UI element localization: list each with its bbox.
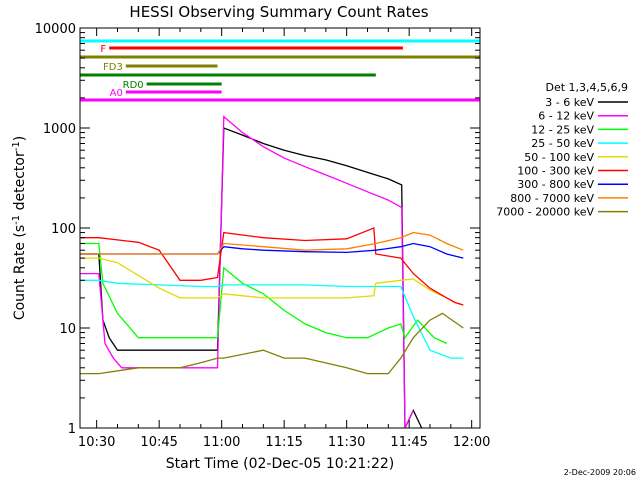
legend-label-2: 12 - 25 keV bbox=[531, 123, 594, 136]
legend-label-8: 7000 - 20000 keV bbox=[496, 206, 594, 219]
series-line-4 bbox=[80, 257, 464, 306]
series-line-6 bbox=[80, 242, 464, 259]
flag-label-2: FD3 bbox=[103, 62, 123, 73]
flag-label-6: A1 bbox=[64, 96, 77, 107]
flag-label-3: RD6 bbox=[56, 71, 77, 82]
flag-label-5: A0 bbox=[110, 88, 123, 99]
legend-label-4: 50 - 100 keV bbox=[524, 151, 594, 164]
x-axis: 10:30 10:45 11:00 11:15 11:30 11:45 12:00 bbox=[78, 28, 490, 450]
series-line-5 bbox=[80, 227, 464, 306]
y-tick-label-1: 10 bbox=[59, 322, 76, 337]
x-tick-label-1: 10:45 bbox=[140, 435, 177, 450]
series-line-3 bbox=[80, 279, 464, 359]
legend-label-0: 3 - 6 keV bbox=[545, 96, 594, 109]
legend-label-1: 6 - 12 keV bbox=[538, 110, 594, 123]
series-layer bbox=[80, 115, 464, 428]
flag-label-1: FD1 bbox=[57, 53, 77, 64]
y-tick-label-2: 100 bbox=[51, 222, 76, 237]
x-tick-label-2: 11:00 bbox=[203, 435, 240, 450]
legend-label-6: 300 - 800 keV bbox=[517, 178, 594, 191]
y-tick-label-0: 1 bbox=[68, 422, 76, 437]
flag-label-0: F bbox=[100, 44, 106, 55]
series-line-1 bbox=[80, 115, 414, 428]
series-line-8 bbox=[80, 312, 464, 375]
legend-label-5: 100 - 300 keV bbox=[517, 165, 594, 178]
y-tick-label-4: 10000 bbox=[35, 22, 76, 37]
y-axis-label: Count Rate (s-1 detector-1) bbox=[11, 136, 28, 320]
chart-title: HESSI Observing Summary Count Rates bbox=[129, 3, 428, 21]
flag-label-4: RD0 bbox=[123, 80, 144, 91]
legend-title: Det 1,3,4,5,6,9 bbox=[545, 81, 628, 94]
series-line-2 bbox=[80, 242, 447, 345]
flag-label-7: N bbox=[70, 37, 77, 48]
x-tick-label-4: 11:30 bbox=[328, 435, 365, 450]
legend-label-3: 25 - 50 keV bbox=[531, 137, 594, 150]
x-tick-label-5: 11:45 bbox=[390, 435, 427, 450]
series-line-7 bbox=[80, 231, 464, 255]
y-axis: 1 10 100 1000 10000 bbox=[35, 22, 480, 437]
legend-label-7: 800 - 7000 keV bbox=[510, 192, 594, 205]
x-axis-label: Start Time (02-Dec-05 10:21:22) bbox=[166, 456, 394, 472]
x-tick-label-3: 11:15 bbox=[265, 435, 302, 450]
x-tick-label-0: 10:30 bbox=[78, 435, 115, 450]
footer-date: 2-Dec-2009 20:06 bbox=[564, 468, 636, 477]
series-line-0 bbox=[80, 127, 423, 428]
y-tick-label-3: 1000 bbox=[43, 122, 76, 137]
x-tick-label-6: 12:00 bbox=[453, 435, 490, 450]
